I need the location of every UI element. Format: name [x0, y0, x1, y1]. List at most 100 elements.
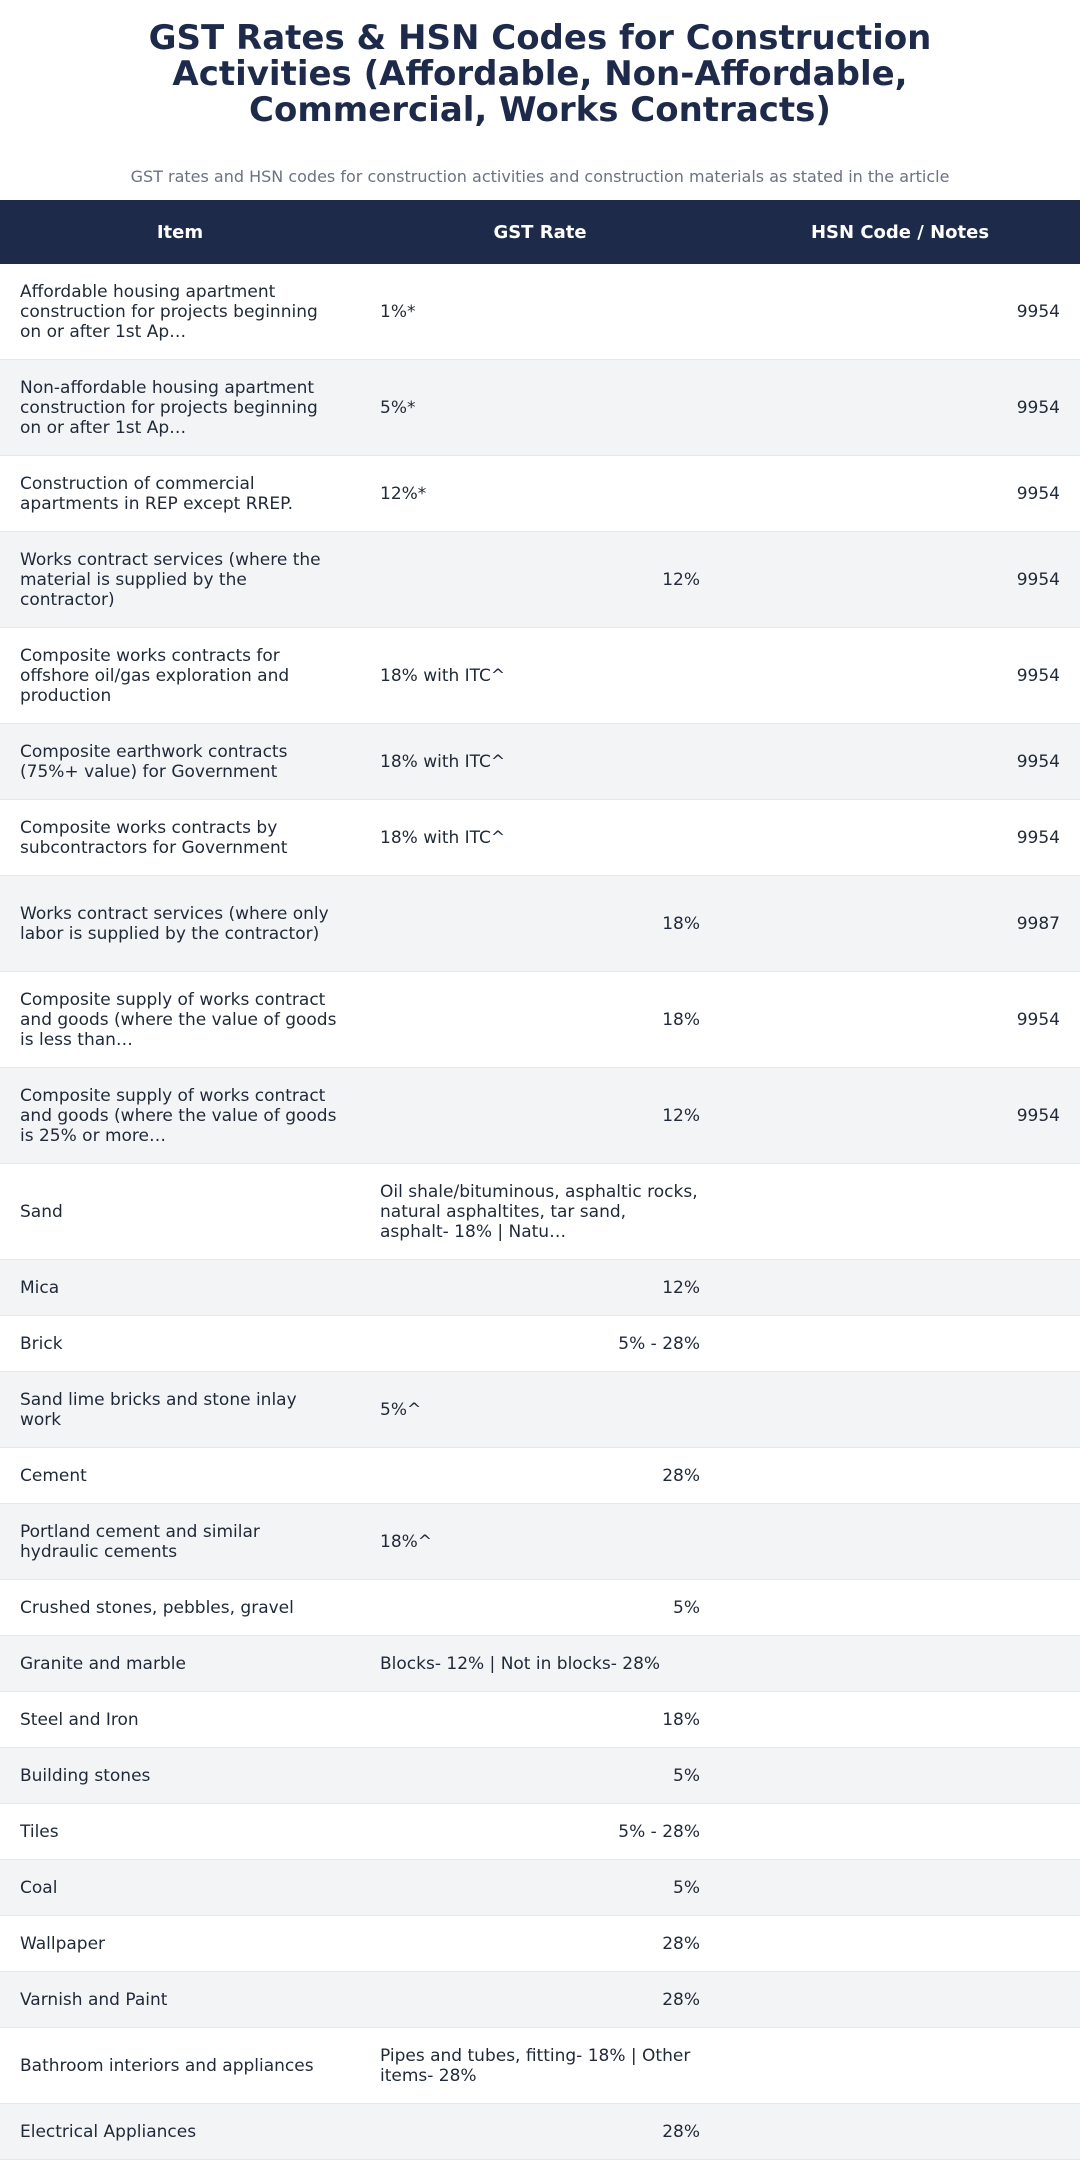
cell-hsn-code [720, 1316, 1080, 1371]
cell-item-text: Composite works contracts by subcontract… [20, 817, 288, 858]
cell-gst-rate: 28% [360, 1448, 720, 1503]
table-row: Crushed stones, pebbles, gravel 5% [0, 1580, 1080, 1636]
cell-item-text: Mica [20, 1277, 60, 1298]
cell-item-text: Crushed stones, pebbles, gravel [20, 1597, 294, 1618]
cell-hsn-code-text: 9954 [1016, 751, 1060, 772]
page-title: GST Rates & HSN Codes for Construction A… [148, 18, 932, 130]
cell-gst-rate-text: 18% [662, 1009, 700, 1030]
cell-hsn-code [720, 1260, 1080, 1315]
cell-hsn-code-text: 9954 [1016, 569, 1060, 590]
cell-gst-rate-text: 5% [673, 1597, 700, 1618]
cell-gst-rate: 28% [360, 1916, 720, 1971]
cell-item-text: Construction of commercial apartments in… [20, 473, 294, 514]
cell-gst-rate-text: 5% [673, 1765, 700, 1786]
cell-gst-rate-text: 18% with ITC^ [380, 827, 506, 848]
cell-gst-rate: Blocks- 12% | Not in blocks- 28% [360, 1636, 720, 1691]
cell-item-text: Building stones [20, 1765, 151, 1786]
table-row: Sand Oil shale/bituminous, asphaltic rock… [0, 1164, 1080, 1260]
cell-hsn-code [720, 1692, 1080, 1747]
cell-hsn-code [720, 1972, 1080, 2027]
table-row: Brick 5% - 28% [0, 1316, 1080, 1372]
cell-item-text: Tiles [20, 1821, 59, 1842]
cell-item: Coal [0, 1860, 360, 1915]
cell-gst-rate: 5% - 28% [360, 1804, 720, 1859]
column-header-item: Item [156, 221, 204, 243]
cell-gst-rate-text: 28% [662, 1465, 700, 1486]
cell-gst-rate-text: 18% [662, 1709, 700, 1730]
cell-hsn-code-text: 9954 [1016, 665, 1060, 686]
cell-gst-rate-text: 1%* [380, 301, 416, 322]
cell-gst-rate: 18%^ [360, 1504, 720, 1579]
cell-hsn-code [720, 1748, 1080, 1803]
cell-item-text: Sand [20, 1201, 63, 1222]
cell-item-text: Granite and marble [20, 1653, 186, 1674]
cell-hsn-code: 9954 [720, 532, 1080, 627]
table-row: Cement 28% [0, 1448, 1080, 1504]
table-row: Electrical Appliances 28% [0, 2104, 1080, 2160]
column-header-hsn-code: HSN Code / Notes [810, 221, 990, 243]
table-row: Wallpaper 28% [0, 1916, 1080, 1972]
cell-item: Cement [0, 1448, 360, 1503]
cell-item-text: Composite works contracts for offshore o… [20, 645, 290, 706]
cell-item: Composite supply of works contract and g… [0, 1068, 360, 1163]
cell-gst-rate: 12% [360, 1068, 720, 1163]
table-header-row: Item GST Rate HSN Code / Notes [0, 200, 1080, 264]
cell-item-text: Works contract services (where only labo… [20, 903, 329, 944]
cell-gst-rate-text: 12% [662, 1277, 700, 1298]
cell-item-text: Varnish and Paint [20, 1989, 168, 2010]
cell-gst-rate: 18% with ITC^ [360, 800, 720, 875]
cell-item-text: Bathroom interiors and appliances [20, 2055, 314, 2076]
cell-item: Works contract services (where only labo… [0, 876, 360, 971]
table-row: Works contract services (where the mater… [0, 532, 1080, 628]
cell-item-text: Cement [20, 1465, 87, 1486]
cell-hsn-code: 9954 [720, 724, 1080, 799]
table-row: Steel and Iron 18% [0, 1692, 1080, 1748]
cell-gst-rate-text: 12% [662, 569, 700, 590]
table-row: Coal 5% [0, 1860, 1080, 1916]
cell-gst-rate-text: 5% - 28% [618, 1333, 700, 1354]
cell-gst-rate: 12% [360, 1260, 720, 1315]
cell-gst-rate-text: 18% with ITC^ [380, 665, 506, 686]
page-subtitle: GST rates and HSN codes for construction… [130, 167, 950, 186]
cell-hsn-code: 9954 [720, 628, 1080, 723]
cell-hsn-code [720, 1580, 1080, 1635]
cell-gst-rate-text: 5% [673, 1877, 700, 1898]
cell-gst-rate: 18% with ITC^ [360, 724, 720, 799]
cell-gst-rate: 5%^ [360, 1372, 720, 1447]
cell-gst-rate: 18% [360, 972, 720, 1067]
cell-gst-rate-text: Oil shale/bituminous, asphaltic rocks, n… [380, 1181, 698, 1242]
cell-gst-rate: Oil shale/bituminous, asphaltic rocks, n… [360, 1164, 720, 1259]
cell-hsn-code [720, 1916, 1080, 1971]
table-row: Non-affordable housing apartment constru… [0, 360, 1080, 456]
cell-item-text: Coal [20, 1877, 58, 1898]
cell-gst-rate-text: Blocks- 12% | Not in blocks- 28% [380, 1653, 661, 1674]
cell-gst-rate-text: 28% [662, 1933, 700, 1954]
cell-gst-rate-text: 5%^ [380, 1399, 422, 1420]
cell-item: Granite and marble [0, 1636, 360, 1691]
cell-gst-rate: Pipes and tubes, fitting- 18% | Other it… [360, 2028, 720, 2103]
cell-hsn-code [720, 1164, 1080, 1259]
cell-item: Crushed stones, pebbles, gravel [0, 1580, 360, 1635]
cell-gst-rate: 12%* [360, 456, 720, 531]
table-row: Portland cement and similar hydraulic ce… [0, 1504, 1080, 1580]
table-row: Sand lime bricks and stone inlay work 5%^ [0, 1372, 1080, 1448]
cell-hsn-code-text: 9954 [1016, 1105, 1060, 1126]
table-row: Building stones 5% [0, 1748, 1080, 1804]
cell-gst-rate-text: 12%* [380, 483, 427, 504]
cell-item-text: Portland cement and similar hydraulic ce… [20, 1521, 260, 1562]
table-body: Affordable housing apartment constructio… [0, 264, 1080, 2160]
table-row: Granite and marble Blocks- 12% | Not in b… [0, 1636, 1080, 1692]
cell-hsn-code-text: 9954 [1016, 397, 1060, 418]
cell-gst-rate-text: 18%^ [380, 1531, 433, 1552]
cell-gst-rate-text: 18% with ITC^ [380, 751, 506, 772]
cell-gst-rate: 28% [360, 1972, 720, 2027]
table-row: Bathroom interiors and appliances Pipes a… [0, 2028, 1080, 2104]
table-row: Tiles 5% - 28% [0, 1804, 1080, 1860]
cell-hsn-code: 9954 [720, 264, 1080, 359]
cell-hsn-code [720, 1448, 1080, 1503]
cell-item-text: Composite supply of works contract and g… [20, 1085, 337, 1146]
cell-item-text: Brick [20, 1333, 63, 1354]
cell-hsn-code [720, 1804, 1080, 1859]
table-row: Mica 12% [0, 1260, 1080, 1316]
cell-item-text: Works contract services (where the mater… [20, 549, 321, 610]
